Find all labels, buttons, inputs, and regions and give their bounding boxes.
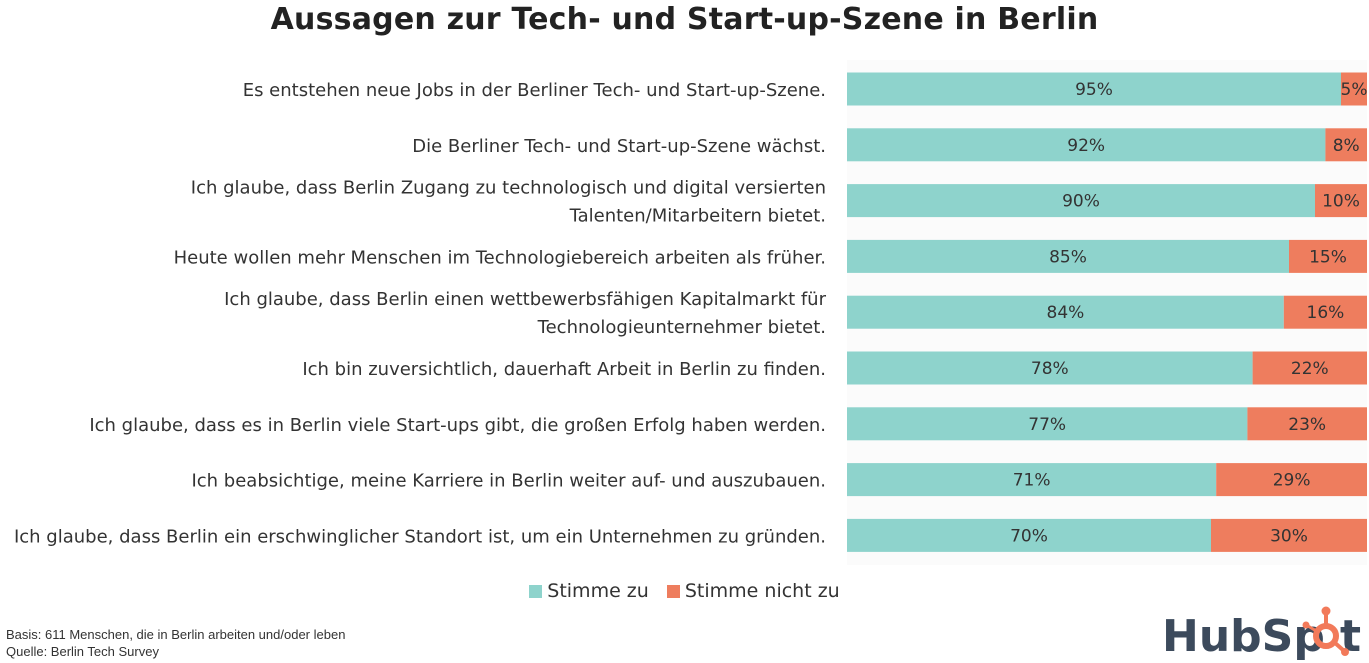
bar-agree-2 <box>847 128 1326 162</box>
bar-disagree-3 <box>1315 184 1367 218</box>
value-label-disagree-5: 16% <box>1307 303 1345 323</box>
value-label-agree-7: 77% <box>1028 415 1066 435</box>
bar-disagree-7 <box>1247 407 1367 441</box>
bar-disagree-6 <box>1252 351 1367 385</box>
hubspot-sprocket-icon <box>1302 606 1349 656</box>
value-label-disagree-8: 29% <box>1273 471 1311 491</box>
value-label-agree-4: 85% <box>1049 247 1087 267</box>
value-label-disagree-9: 30% <box>1270 526 1308 546</box>
value-label-disagree-6: 22% <box>1291 359 1329 379</box>
legend-item-disagree: Stimme nicht zu <box>666 580 840 602</box>
bar-disagree-5 <box>1283 295 1367 329</box>
bar-agree-4 <box>847 239 1289 273</box>
value-label-disagree-2: 8% <box>1333 136 1360 156</box>
legend-swatch-disagree <box>666 584 680 598</box>
value-label-disagree-3: 10% <box>1322 192 1360 212</box>
bar-agree-5 <box>847 295 1284 329</box>
bar-disagree-1 <box>1341 72 1367 106</box>
value-label-agree-5: 84% <box>1047 303 1085 323</box>
legend-swatch-agree <box>529 584 543 598</box>
value-label-agree-2: 92% <box>1067 136 1105 156</box>
category-label-6: Ich bin zuversichtlich, dauerhaft Arbeit… <box>302 359 826 380</box>
legend-item-agree: Stimme zu <box>529 580 649 602</box>
category-label-5-line-1: Ich glaube, dass Berlin einen wettbewerb… <box>224 289 826 310</box>
category-label-8: Ich beabsichtige, meine Karriere in Berl… <box>191 471 826 492</box>
value-label-agree-9: 70% <box>1010 526 1048 546</box>
category-label-3-line-2: Talenten/Mitarbeitern bietet. <box>569 206 826 227</box>
footnote-basis: Basis: 611 Menschen, die in Berlin arbei… <box>6 627 346 642</box>
bar-disagree-9 <box>1211 518 1367 552</box>
category-label-2: Die Berliner Tech- und Start-up-Szene wä… <box>412 136 826 157</box>
bar-agree-8 <box>847 463 1217 497</box>
legend-label-disagree: Stimme nicht zu <box>684 580 840 602</box>
bar-agree-6 <box>847 351 1253 385</box>
hubspot-logo: HubSp t <box>1162 606 1361 660</box>
category-label-7: Ich glaube, dass es in Berlin viele Star… <box>89 415 826 436</box>
category-label-5-line-2: Technologieunternehmer bietet. <box>537 317 826 338</box>
bar-agree-7 <box>847 407 1248 441</box>
chart-title: Aussagen zur Tech- und Start-up-Szene in… <box>270 2 1099 37</box>
stacked-bar-chart: 95% 5% Es entstehen neue Jobs in der Berli… <box>13 72 1368 552</box>
bar-disagree-8 <box>1216 463 1367 497</box>
bar-agree-1 <box>847 72 1341 106</box>
value-label-agree-6: 78% <box>1031 359 1069 379</box>
value-label-agree-1: 95% <box>1075 80 1113 100</box>
category-label-4: Heute wollen mehr Menschen im Technologi… <box>174 247 826 268</box>
bar-agree-3 <box>847 184 1315 218</box>
footnote: Basis: 611 Menschen, die in Berlin arbei… <box>6 626 345 660</box>
category-label-9: Ich glaube, dass Berlin ein erschwinglic… <box>14 526 826 547</box>
category-label-1: Es entstehen neue Jobs in der Berliner T… <box>243 80 826 101</box>
value-label-agree-8: 71% <box>1013 471 1051 491</box>
value-label-disagree-7: 23% <box>1288 415 1326 435</box>
value-label-disagree-1: 5% <box>1341 80 1368 100</box>
logo-wordmark-end: t <box>1340 611 1361 660</box>
bar-disagree-4 <box>1289 239 1367 273</box>
value-label-agree-3: 90% <box>1062 192 1100 212</box>
logo-wordmark: HubSp <box>1162 611 1325 660</box>
footnote-source: Quelle: Berlin Tech Survey <box>6 644 159 659</box>
bar-agree-9 <box>847 518 1211 552</box>
value-label-disagree-4: 15% <box>1309 247 1347 267</box>
legend-label-agree: Stimme zu <box>547 580 649 602</box>
legend: Stimme zu Stimme nicht zu <box>0 580 1369 603</box>
bar-disagree-2 <box>1325 128 1367 162</box>
category-label-3-line-1: Ich glaube, dass Berlin Zugang zu techno… <box>191 178 826 199</box>
